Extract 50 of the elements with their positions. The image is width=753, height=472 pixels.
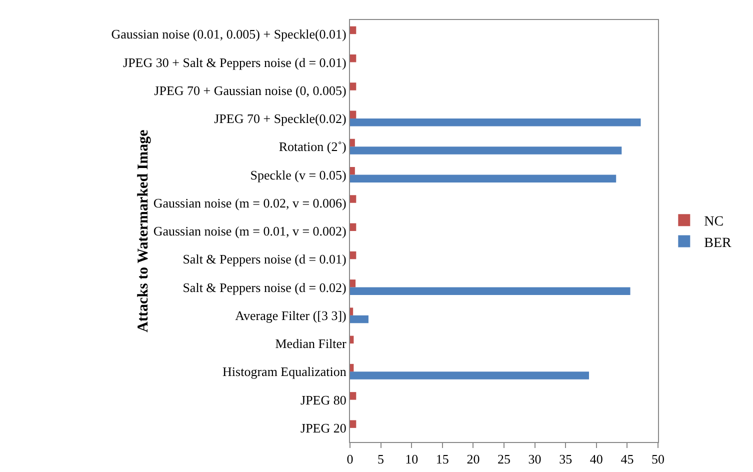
legend-label: BER <box>704 236 732 251</box>
bar <box>350 26 356 34</box>
y-tick-label: JPEG 80 <box>300 392 346 408</box>
y-tick-label: JPEG 70 + Gaussian noise (0, 0.005) <box>154 82 346 98</box>
y-tick-label: Gaussian noise (m = 0.01, v = 0.002) <box>153 224 346 239</box>
bar <box>350 364 354 372</box>
x-tick-label: 10 <box>405 452 418 467</box>
x-tick-label: 25 <box>498 452 510 467</box>
x-tick-label: 40 <box>590 452 603 467</box>
bar <box>350 372 590 380</box>
bar <box>350 174 616 182</box>
x-tick-label: 45 <box>620 452 634 467</box>
x-tick-label: 0 <box>346 452 354 467</box>
legend-label: NC <box>704 214 724 230</box>
x-tick-label: 20 <box>466 452 480 467</box>
y-tick-label: Speckle (v = 0.05) <box>250 167 346 182</box>
bar <box>350 308 354 316</box>
bar <box>350 420 356 428</box>
x-tick-label: 5 <box>378 452 384 467</box>
y-tick-label: Median Filter <box>275 336 348 352</box>
x-tick-label: 50 <box>652 452 664 467</box>
bar <box>350 54 356 62</box>
bar <box>350 280 356 288</box>
y-tick-label: Salt & Peppers noise (d = 0.01) <box>182 252 346 267</box>
y-tick-label: Gaussian noise (0.01, 0.005) + Speckle(0.01) <box>111 26 346 42</box>
bar <box>350 110 356 118</box>
y-tick-label: Salt & Peppers noise (d = 0.02) <box>182 280 346 295</box>
bar <box>350 82 356 90</box>
bar <box>350 315 368 324</box>
bar <box>350 251 356 260</box>
y-axis-title: Attacks to Watermarked Image <box>135 129 152 332</box>
bar <box>350 336 354 344</box>
y-tick-label: Histogram Equalization <box>222 364 347 380</box>
bar <box>350 146 622 154</box>
x-tick-label: 15 <box>436 452 449 467</box>
y-tick-label: JPEG 20 <box>300 420 346 436</box>
x-tick-label: 30 <box>528 452 542 467</box>
x-tick-label: 35 <box>559 452 572 467</box>
bar <box>350 287 630 295</box>
y-tick-label: Gaussian noise (m = 0.02, v = 0.006) <box>153 195 346 210</box>
y-tick-label: Average Filter ([3 3]) <box>235 308 346 323</box>
y-tick-label: Rotation (2˚) <box>278 139 346 154</box>
bar <box>350 118 641 126</box>
bar <box>350 167 355 175</box>
bar <box>350 195 356 203</box>
bar <box>350 138 355 147</box>
bar <box>350 223 356 231</box>
y-tick-label: JPEG 30 + Salt & Peppers noise (d = 0.01) <box>123 54 346 70</box>
y-tick-label: JPEG 70 + Speckle(0.02) <box>214 111 346 126</box>
bar <box>350 392 356 400</box>
